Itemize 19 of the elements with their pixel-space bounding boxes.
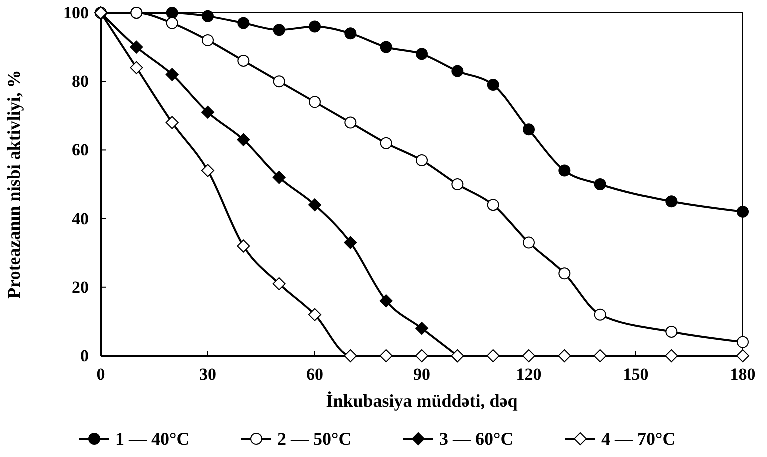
x-axis-title: İnkubasiya müddəti, dəq [326, 391, 518, 411]
y-tick-label: 40 [72, 209, 89, 228]
y-tick-label: 80 [72, 72, 89, 92]
y-tick-label: 60 [72, 140, 89, 160]
legend-label: 4 — 70°C [602, 429, 676, 449]
x-tick-label: 0 [96, 365, 106, 384]
y-tick-label: 100 [64, 4, 89, 22]
legend-label: 3 — 60°C [440, 429, 514, 449]
legend-label: 1 — 40°C [116, 429, 190, 449]
y-axis-title: Proteazanın nisbi aktivliyi, % [4, 70, 24, 299]
x-tick-label: 150 [623, 365, 649, 384]
x-tick-label: 120 [516, 365, 542, 384]
x-tick-label: 60 [306, 365, 324, 384]
x-tick-label: 30 [200, 365, 216, 384]
legend-label: 2 — 50°C [278, 429, 352, 449]
x-tick-label: 180 [730, 365, 756, 384]
y-tick-label: 20 [72, 278, 89, 297]
x-tick-label: 90 [414, 365, 430, 384]
y-tick-label: 0 [80, 346, 89, 366]
